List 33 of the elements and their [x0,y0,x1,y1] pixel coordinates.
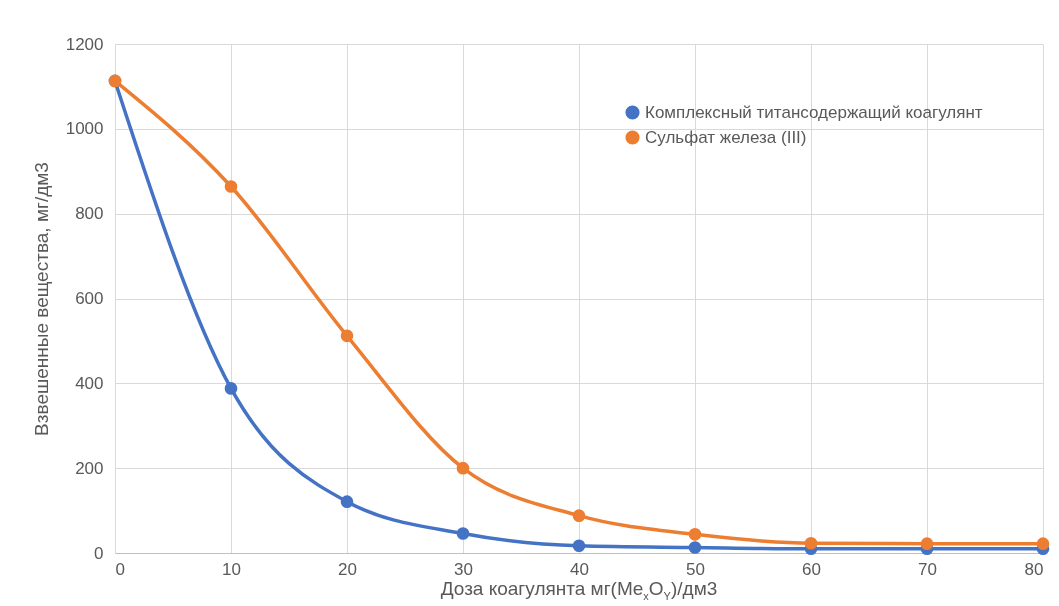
y-tick-label: 400 [75,373,104,393]
point [920,537,934,550]
y-tick-label: 0 [94,543,104,563]
x-tick-label: 40 [570,559,589,579]
legend-label: Комплексный титансодержащий коагулянт [645,102,983,122]
point [1036,537,1050,550]
x-axis-title: Доза коагулянта мг(Me$_{x}$O$_{Y}$)/дм3 [439,578,719,602]
x-tick-label: 20 [338,559,357,579]
y-tick-label: 600 [75,289,104,308]
point [804,536,818,550]
x-tick-label: 70 [918,559,937,579]
x-tick-label: 10 [222,559,241,579]
y-tick-label: 800 [75,204,104,224]
point [224,382,238,395]
point [572,509,586,522]
point [688,541,702,554]
x-tick-label: 30 [454,559,473,579]
x-tick-label: 0 [115,559,125,579]
point [688,528,702,541]
point [340,495,354,508]
point [456,461,470,475]
x-tick-label: 80 [1024,559,1044,579]
y-tick-label: 1200 [65,34,104,54]
y-axis-title: Взвешенные вещества, мг/дм3 [30,162,52,436]
y-tick-label: 1000 [65,119,104,139]
y-tick-label: 200 [75,458,104,478]
point [340,329,354,343]
point [456,527,470,540]
point [572,539,586,553]
x-tick-label: 60 [802,559,821,579]
point [224,180,238,193]
x-tick-label: 50 [686,559,705,579]
legend-label: Сульфат железа (III) [645,127,807,147]
